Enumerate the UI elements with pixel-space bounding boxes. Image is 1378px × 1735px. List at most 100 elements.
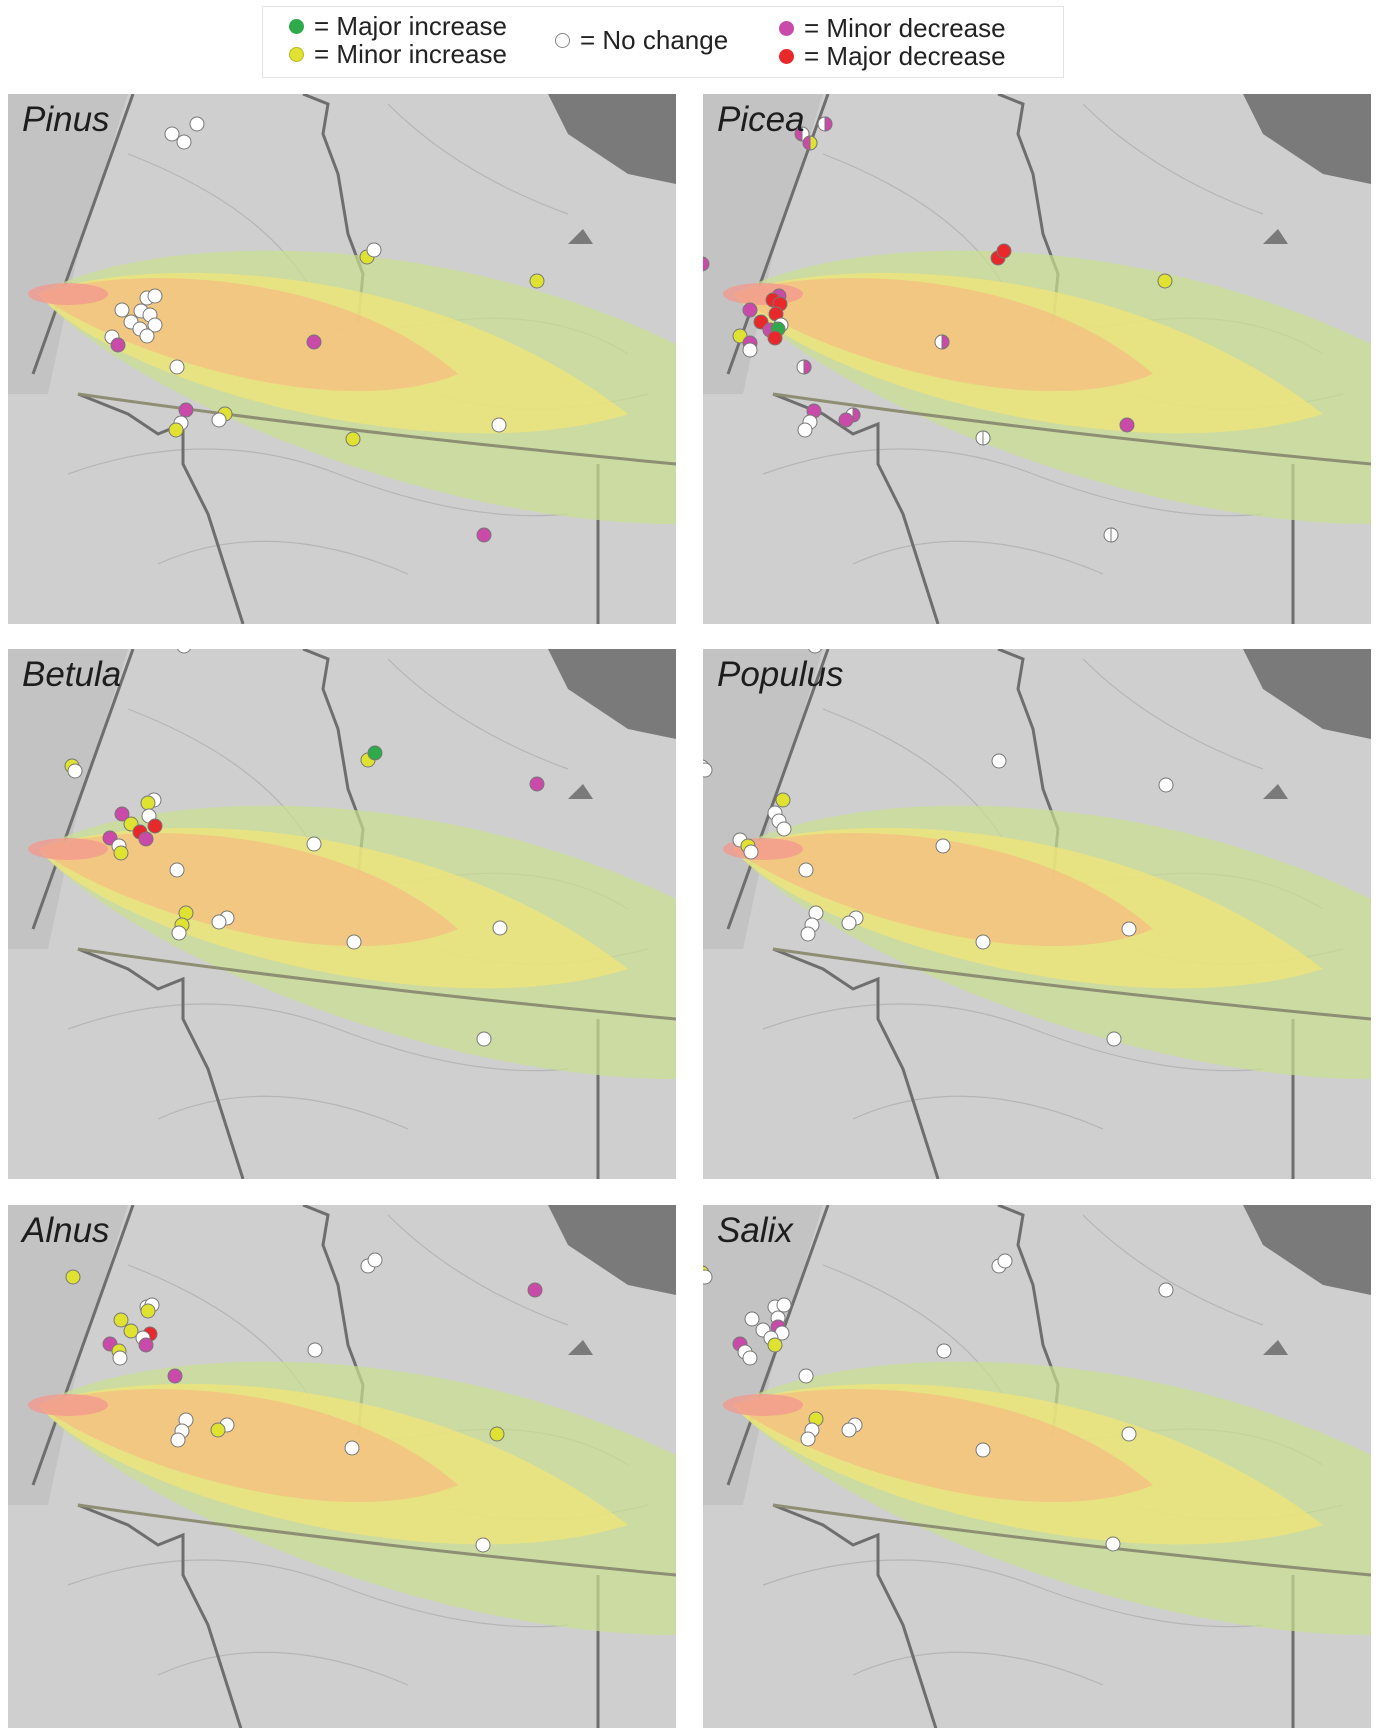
site-marker <box>344 1440 360 1456</box>
site-marker <box>798 862 814 878</box>
legend-label-major-decrease: = Major decrease <box>804 41 1006 71</box>
plume-overlay <box>723 1361 1371 1635</box>
minor-increase-dot-icon <box>289 47 304 62</box>
major-decrease-dot-icon <box>779 49 794 64</box>
site-marker <box>1105 1536 1121 1552</box>
site-marker <box>775 792 791 808</box>
lake-water <box>1263 229 1288 244</box>
legend-item-minor-decrease: = Minor decrease <box>779 13 1006 44</box>
site-marker <box>307 1342 323 1358</box>
site-marker <box>147 317 163 333</box>
site-marker <box>996 243 1012 259</box>
site-marker <box>1158 777 1174 793</box>
border-line <box>77 947 676 1021</box>
legend-item-major-decrease: = Major decrease <box>779 41 1006 72</box>
site-marker <box>138 831 154 847</box>
site-marker <box>1119 417 1135 433</box>
site-marker <box>1121 1426 1137 1442</box>
mountain-shading <box>8 1205 128 1505</box>
site-marker <box>798 1368 814 1384</box>
site-marker <box>776 1297 792 1313</box>
border-line <box>77 1503 676 1577</box>
map-panel-picea: Picea <box>703 94 1371 624</box>
site-marker <box>140 1303 156 1319</box>
lake-water <box>1243 1205 1371 1295</box>
panel-title: Pinus <box>22 100 110 139</box>
map-panel-alnus: Alnus <box>8 1205 676 1735</box>
site-marker <box>1121 921 1137 937</box>
map-panel-pinus: Pinus <box>8 94 676 624</box>
site-marker <box>114 302 130 318</box>
border-line <box>772 947 1371 1021</box>
border-line <box>772 1503 1371 1577</box>
legend-label-minor-decrease: = Minor decrease <box>804 13 1006 43</box>
site-marker <box>476 1031 492 1047</box>
lake-water <box>568 229 593 244</box>
site-marker <box>703 762 713 778</box>
site-marker <box>210 1422 226 1438</box>
site-marker <box>838 412 854 428</box>
mountain-shading <box>8 649 128 949</box>
panel-title: Alnus <box>22 1211 110 1250</box>
legend-item-minor-increase: = Minor increase <box>289 39 507 70</box>
plume-overlay <box>723 250 1371 524</box>
map-legend: = Major increase = Minor increase = No c… <box>262 6 1064 78</box>
site-marker <box>703 256 710 272</box>
site-marker <box>476 527 492 543</box>
site-marker <box>529 776 545 792</box>
mountain-shading <box>703 94 823 394</box>
legend-label-minor-increase: = Minor increase <box>314 39 507 69</box>
site-marker <box>800 1431 816 1447</box>
site-marker <box>491 417 507 433</box>
site-marker <box>744 1311 760 1327</box>
panel-title: Populus <box>717 655 844 694</box>
site-marker <box>817 116 833 132</box>
site-marker <box>367 745 383 761</box>
site-marker <box>841 915 857 931</box>
map-canvas <box>703 1205 1371 1728</box>
site-marker <box>139 328 155 344</box>
site-marker <box>67 763 83 779</box>
site-marker <box>140 795 156 811</box>
site-marker <box>168 422 184 438</box>
site-marker <box>306 836 322 852</box>
site-marker <box>147 818 163 834</box>
site-marker <box>703 1269 713 1285</box>
site-marker <box>742 342 758 358</box>
lake-water <box>568 784 593 799</box>
site-marker <box>742 302 758 318</box>
border-line <box>77 392 676 466</box>
site-marker <box>114 806 130 822</box>
site-marker <box>742 1350 758 1366</box>
border-line <box>772 392 1371 466</box>
site-marker <box>1158 1282 1174 1298</box>
site-marker <box>936 1343 952 1359</box>
site-marker <box>808 649 822 654</box>
lake-water <box>1243 649 1371 739</box>
site-marker <box>176 134 192 150</box>
site-marker <box>147 288 163 304</box>
site-marker <box>767 1337 783 1353</box>
site-marker <box>975 934 991 950</box>
map-panel-salix: Salix <box>703 1205 1371 1735</box>
map-canvas <box>703 649 1371 1179</box>
lake-water <box>568 1340 593 1355</box>
map-panel-betula: Betula <box>8 649 676 1179</box>
site-marker <box>776 821 792 837</box>
site-marker <box>366 242 382 258</box>
site-marker <box>113 1312 129 1328</box>
minor-decrease-dot-icon <box>779 21 794 36</box>
no-change-dot-icon <box>555 33 570 48</box>
site-marker <box>845 407 861 423</box>
map-panel-populus: Populus <box>703 649 1371 1179</box>
map-canvas <box>8 649 676 1179</box>
mountain-shading <box>8 94 128 394</box>
mountain-shading <box>703 649 823 949</box>
site-marker <box>171 925 187 941</box>
site-marker <box>489 1426 505 1442</box>
site-marker <box>743 844 759 860</box>
site-marker <box>123 1323 139 1339</box>
site-marker <box>1157 273 1173 289</box>
map-canvas <box>8 1205 676 1728</box>
site-marker <box>492 920 508 936</box>
